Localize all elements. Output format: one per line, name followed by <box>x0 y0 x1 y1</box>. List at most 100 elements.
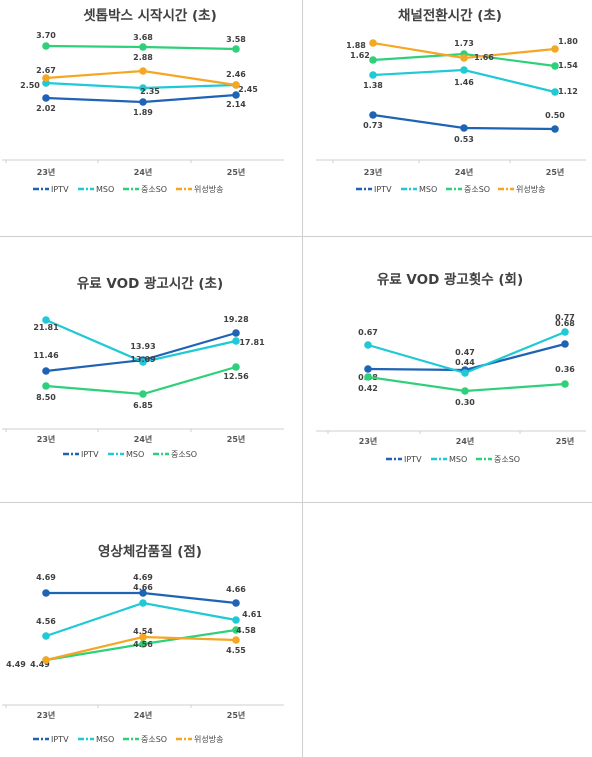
chart-2-legend-label-1: IPTV <box>374 185 392 194</box>
chart-1-legend-label-2: MSO <box>96 185 114 194</box>
chart-4-data-label-s2-3: 0.77 <box>555 313 575 322</box>
chart-1-legend-label-1: IPTV <box>51 185 69 194</box>
chart-4-data-label-s3-1: 0.42 <box>358 384 378 393</box>
chart-2-data-label-s1-2: 0.53 <box>454 135 474 144</box>
chart-2-point-s2-3 <box>551 88 559 96</box>
chart-2-legend-label-2: MSO <box>419 185 437 194</box>
chart-3-legend-label-2: MSO <box>126 450 144 459</box>
chart-3-point-s3-1 <box>42 382 50 390</box>
chart-5-point-s1-3 <box>232 599 240 607</box>
chart-2-legend-label-4: 위성방송 <box>516 184 545 194</box>
chart-5-legend-label-1: IPTV <box>51 735 69 744</box>
chart-4-point-s2-3 <box>561 328 569 336</box>
chart-4-point-s1-3 <box>561 340 569 348</box>
chart-4-data-label-s3-3: 0.36 <box>555 365 575 374</box>
chart-4-tick-label-2: 24년 <box>456 436 475 446</box>
chart-5-title: 영상체감품질 (점) <box>98 543 202 560</box>
chart-3-series-line-3 <box>45 365 237 396</box>
chart-2-point-s2-2 <box>460 66 468 74</box>
chart-1-tick-label-3: 25년 <box>227 167 246 177</box>
chart-5-data-label-s1-1: 4.69 <box>36 573 56 582</box>
chart-3-data-label-s3-3: 12.56 <box>223 372 249 381</box>
chart-2-point-s3-3 <box>551 62 559 70</box>
chart-5-point-s1-1 <box>42 589 50 597</box>
chart-2-tick-label-1: 23년 <box>364 167 383 177</box>
chart-1-point-s1-2 <box>139 98 147 106</box>
chart-3-data-label-s1-1: 11.46 <box>33 351 59 360</box>
chart-1-point-s1-3 <box>232 91 240 99</box>
chart-2-point-s3-1 <box>369 56 377 64</box>
chart-2-point-s1-1 <box>369 111 377 119</box>
chart-1-legend-label-4: 위성방송 <box>194 184 223 194</box>
chart-3-data-label-s3-2: 6.85 <box>133 401 153 410</box>
chart-2-data-label-s2-1: 1.38 <box>363 81 383 90</box>
chart-2-point-s2-1 <box>369 71 377 79</box>
chart-2-data-label-s1-1: 0.73 <box>363 121 383 130</box>
chart-1-tick-label-2: 24년 <box>134 167 153 177</box>
panel-divider-horizontal-2 <box>0 502 592 503</box>
chart-5-point-s2-2 <box>139 599 147 607</box>
chart-3-title: 유료 VOD 광고시간 (초) <box>77 275 223 292</box>
chart-4-tick-label-3: 25년 <box>556 436 575 446</box>
chart-3-point-s1-1 <box>42 367 50 375</box>
chart-3-legend-label-3: 중소SO <box>171 450 197 459</box>
chart-3-point-s2-2 <box>139 358 147 366</box>
chart-3-tick-label-2: 24년 <box>134 434 153 444</box>
chart-3-point-s1-3 <box>232 329 240 337</box>
chart-2-data-label-s3-2: 1.73 <box>454 39 474 48</box>
chart-5-point-s4-2 <box>139 633 147 641</box>
chart-2-data-label-s2-3: 1.12 <box>558 87 578 96</box>
chart-1-data-label-s1-2: 1.89 <box>133 108 153 117</box>
chart-1-point-s4-2 <box>139 67 147 75</box>
chart-3-legend-label-1: IPTV <box>81 450 99 459</box>
chart-1-data-label-s3-2: 3.68 <box>133 33 153 42</box>
chart-3-series-line-1 <box>45 331 237 373</box>
chart-2-title: 채널전환시간 (초) <box>398 7 502 24</box>
chart-4-legend-label-2: MSO <box>449 455 467 464</box>
chart-2-point-s4-1 <box>369 39 377 47</box>
chart-5-point-s3-3 <box>232 626 240 634</box>
chart-5-point-s2-1 <box>42 632 50 640</box>
chart-5-legend-label-3: 중소SO <box>141 735 167 744</box>
chart-1-point-s2-2 <box>139 84 147 92</box>
chart-1-data-label-s1-3: 2.14 <box>226 100 246 109</box>
chart-5-legend-label-2: MSO <box>96 735 114 744</box>
chart-2-point-s4-2 <box>460 54 468 62</box>
chart-1-data-label-s2-1: 2.50 <box>20 81 40 90</box>
chart-1-data-label-s1-1: 2.02 <box>36 104 56 113</box>
chart-2-data-label-s4-1: 1.88 <box>346 41 366 50</box>
chart-1-tick-label-1: 23년 <box>37 167 56 177</box>
chart-1-point-s4-3 <box>232 81 240 89</box>
chart-5-tick-label-2: 24년 <box>134 710 153 720</box>
chart-5-data-label-s4-3: 4.55 <box>226 646 246 655</box>
chart-1-data-label-s2-3: 2.45 <box>238 85 258 94</box>
chart-1-data-label-s3-1: 3.70 <box>36 31 56 40</box>
chart-5-point-s1-2 <box>139 589 147 597</box>
chart-3-data-label-s2-3: 17.81 <box>239 338 265 347</box>
chart-1-data-label-s3-3: 3.58 <box>226 35 246 44</box>
chart-3-data-label-s2-2: 13.09 <box>130 355 156 364</box>
chart-5-legend-label-4: 위성방송 <box>194 734 223 744</box>
chart-4-data-label-s2-1: 0.67 <box>358 328 378 337</box>
chart-2-point-s1-2 <box>460 124 468 132</box>
chart-2-point-s1-3 <box>551 125 559 133</box>
chart-1-point-s3-1 <box>42 42 50 50</box>
chart-1-point-s4-1 <box>42 74 50 82</box>
chart-1-title: 셋톱박스 시작시간 (초) <box>83 7 217 24</box>
chart-5-data-label-s4-1: 4.49 <box>6 660 26 669</box>
chart-3-point-s2-1 <box>42 316 50 324</box>
chart-4-point-s2-2 <box>461 369 469 377</box>
chart-2-data-label-s3-1: 1.62 <box>350 51 370 60</box>
chart-2-data-label-s2-2: 1.46 <box>454 78 474 87</box>
chart-5-tick-label-1: 23년 <box>37 710 56 720</box>
chart-4-legend-label-3: 중소SO <box>494 455 520 464</box>
chart-3-data-label-s1-2: 13.93 <box>130 342 155 351</box>
chart-1-legend-label-3: 중소SO <box>141 185 167 194</box>
chart-2-data-label-s3-3: 1.54 <box>558 61 578 70</box>
chart-5-data-label-s1-3: 4.66 <box>226 585 246 594</box>
panel-divider-horizontal-1 <box>0 236 592 237</box>
chart-1-data-label-s4-3: 2.46 <box>226 70 246 79</box>
chart-4-data-label-s3-2: 0.30 <box>455 398 475 407</box>
chart-2-tick-label-2: 24년 <box>455 167 474 177</box>
